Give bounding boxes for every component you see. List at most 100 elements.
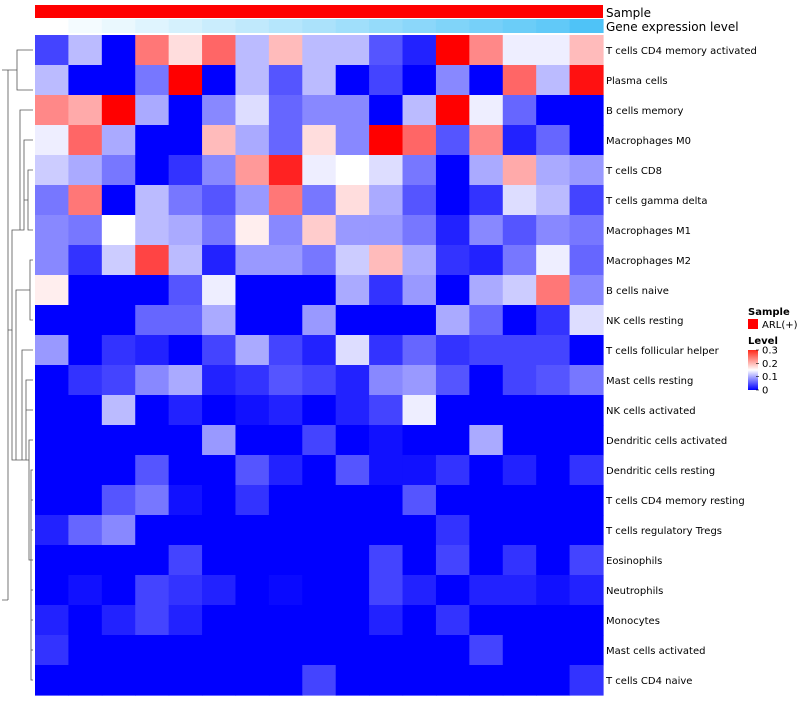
heatmap-cell (502, 605, 537, 636)
heatmap-cell (536, 605, 571, 636)
heatmap-cell (469, 65, 504, 96)
heatmap-cell (168, 155, 203, 186)
row-label: T cells CD8 (605, 166, 662, 177)
heatmap-cell (435, 605, 470, 636)
heatmap-cell (402, 605, 437, 636)
heatmap-cell (202, 515, 237, 546)
heatmap-cell (502, 155, 537, 186)
heatmap-cell (335, 665, 370, 696)
heatmap-cell (569, 605, 604, 636)
heatmap-cell (268, 305, 303, 336)
gene-expression-track-cell (202, 19, 237, 33)
heatmap-cell (536, 365, 571, 396)
gene-expression-track-cell (469, 19, 504, 33)
heatmap-cell (168, 125, 203, 156)
heatmap-cell (569, 635, 604, 666)
annotation-tracks (35, 5, 604, 33)
gene-expression-track-cell (35, 19, 70, 33)
heatmap-cell (202, 605, 237, 636)
heatmap-cell (302, 665, 337, 696)
heatmap-cell (502, 545, 537, 576)
heatmap-cell (101, 575, 136, 606)
gene-expression-track-cell (369, 19, 404, 33)
heatmap-cell (35, 245, 70, 276)
heatmap-cell (35, 125, 70, 156)
heatmap-cell (101, 545, 136, 576)
heatmap-cell (235, 335, 270, 366)
heatmap-cell (435, 65, 470, 96)
heatmap-cell (369, 485, 404, 516)
heatmap-cell (335, 155, 370, 186)
heatmap-cell (235, 455, 270, 486)
heatmap-cell (135, 605, 170, 636)
heatmap-cell (135, 635, 170, 666)
heatmap-cell (469, 365, 504, 396)
heatmap-cell (502, 365, 537, 396)
heatmap-cell (435, 155, 470, 186)
heatmap-cell (35, 425, 70, 456)
heatmap-cell (235, 95, 270, 126)
heatmap-cell (502, 575, 537, 606)
heatmap-cell (402, 155, 437, 186)
heatmap-cell (335, 95, 370, 126)
heatmap-cell (302, 365, 337, 396)
heatmap-cell (235, 215, 270, 246)
heatmap-cell (435, 215, 470, 246)
heatmap-cell (569, 65, 604, 96)
heatmap-cell (536, 125, 571, 156)
heatmap-cell (35, 215, 70, 246)
heatmap-cell (235, 65, 270, 96)
heatmap-cell (302, 605, 337, 636)
heatmap-cell (302, 545, 337, 576)
heatmap-cell (402, 275, 437, 306)
heatmap-cell (135, 335, 170, 366)
heatmap-cell (536, 215, 571, 246)
heatmap-cell (35, 185, 70, 216)
heatmap-cell (502, 425, 537, 456)
heatmap-cell (469, 425, 504, 456)
legend-level-title: Level (748, 336, 778, 347)
heatmap-cell (168, 515, 203, 546)
heatmap-cell (335, 545, 370, 576)
heatmap-cell (268, 125, 303, 156)
heatmap-cell (168, 65, 203, 96)
heatmap-cell (202, 95, 237, 126)
heatmap-cell (135, 395, 170, 426)
heatmap-cell (68, 125, 103, 156)
heatmap-cell (135, 215, 170, 246)
heatmap-cell (569, 515, 604, 546)
heatmap-cell (435, 545, 470, 576)
heatmap-cell (101, 455, 136, 486)
heatmap-cell (168, 185, 203, 216)
gene-expression-track-cell (569, 19, 604, 33)
heatmap-cell (569, 275, 604, 306)
heatmap-cell (302, 425, 337, 456)
heatmap-cell (202, 425, 237, 456)
heatmap-cell (402, 485, 437, 516)
heatmap-cell (369, 305, 404, 336)
row-labels: T cells CD4 memory activated Plasma cells… (605, 46, 757, 687)
heatmap-cell (35, 485, 70, 516)
heatmap-cell (268, 335, 303, 366)
heatmap-cell (302, 275, 337, 306)
heatmap-cell (101, 305, 136, 336)
heatmap-cell (101, 515, 136, 546)
heatmap-cell (202, 365, 237, 396)
heatmap-cell (202, 395, 237, 426)
heatmap-cell (235, 425, 270, 456)
heatmap-cell (435, 485, 470, 516)
heatmap-cell (202, 185, 237, 216)
heatmap-cell (536, 665, 571, 696)
heatmap-cell (268, 185, 303, 216)
heatmap-cell (469, 155, 504, 186)
heatmap-cell (35, 365, 70, 396)
heatmap-cell (35, 515, 70, 546)
heatmap-cell (402, 455, 437, 486)
heatmap-cell (68, 425, 103, 456)
gene-expression-track-cell (235, 19, 270, 33)
heatmap-cell (302, 185, 337, 216)
heatmap-cell (168, 305, 203, 336)
heatmap-cell (101, 65, 136, 96)
heatmap-cell (268, 65, 303, 96)
